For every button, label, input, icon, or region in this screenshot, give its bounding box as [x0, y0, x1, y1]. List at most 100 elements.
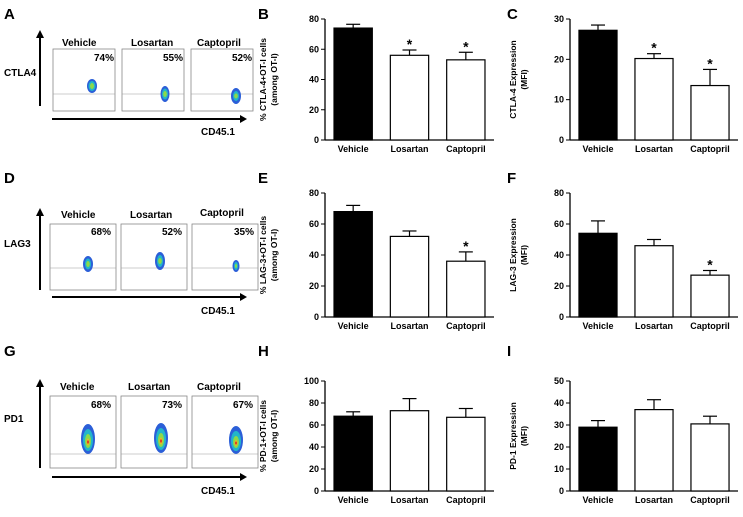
flow-plot-box	[190, 48, 254, 112]
bar-vehicle	[333, 27, 373, 141]
panel-letter-f: F	[507, 170, 516, 187]
significance-star: *	[407, 36, 413, 52]
y-axis-label: % LAG-3+OT-I cells	[258, 216, 268, 294]
flow-group-label: Captopril	[200, 208, 244, 219]
flow-panel-pd1: PD1 CD45.1 Vehicle Losartan Captopril 68…	[4, 379, 259, 497]
flow-percent: 74%	[94, 53, 114, 64]
y-axis-label: CTLA-4 Expression	[508, 40, 518, 118]
flow-percent: 73%	[162, 400, 182, 411]
y-tick-label: 20	[309, 281, 319, 291]
flow-panel-ctla4: CTLA4 CD45.1 Vehicle Losartan Captopril …	[4, 30, 254, 138]
y-axis-label: LAG-3 Expression	[508, 218, 518, 292]
y-tick-label: 60	[309, 219, 319, 229]
panel-letter-d: D	[4, 170, 15, 187]
y-tick-label: 50	[554, 376, 564, 386]
y-tick-label: 0	[559, 135, 564, 145]
y-tick-label: 30	[554, 420, 564, 430]
x-tick-label: Losartan	[635, 144, 673, 154]
y-axis-label-sub: (MFI)	[519, 69, 529, 89]
flow-plot-box	[121, 48, 185, 112]
flow-xaxis-label: CD45.1	[201, 486, 235, 497]
flow-group-label: Captopril	[197, 38, 241, 49]
flow-xaxis-label: CD45.1	[201, 127, 235, 138]
y-tick-label: 80	[309, 398, 319, 408]
flow-group-label: Losartan	[128, 382, 170, 393]
y-axis-label-sub: (among OT-I)	[269, 229, 279, 282]
y-tick-label: 20	[309, 464, 319, 474]
y-tick-label: 100	[304, 376, 319, 386]
y-tick-label: 40	[309, 442, 319, 452]
bar-vehicle	[578, 29, 618, 141]
flow-xaxis-label: CD45.1	[201, 306, 235, 317]
flow-percent: 52%	[232, 53, 252, 64]
flow-y-arrowhead	[36, 30, 44, 38]
y-tick-label: 60	[309, 420, 319, 430]
flow-plot-box	[191, 395, 259, 469]
x-tick-label: Losartan	[390, 144, 428, 154]
y-tick-label: 30	[554, 14, 564, 24]
bar-losartan	[389, 235, 430, 318]
flow-percent: 68%	[91, 227, 111, 238]
flow-marker-label: CTLA4	[4, 68, 37, 79]
y-tick-label: 20	[309, 105, 319, 115]
x-tick-label: Captopril	[446, 495, 486, 505]
bar-chart-pd1-mfi: 0 10 20 30 40 50 PD-1 Expression (MFI) Vehicle Lo…	[508, 376, 738, 505]
flow-y-arrowhead	[36, 208, 44, 216]
bar-vehicle	[333, 415, 373, 492]
flow-group-label: Vehicle	[61, 210, 96, 221]
y-tick-label: 80	[309, 14, 319, 24]
flow-group-label: Losartan	[130, 210, 172, 221]
panel-letter-e: E	[258, 170, 268, 187]
panel-letter-g: G	[4, 343, 16, 360]
flow-cluster	[231, 88, 241, 104]
x-tick-label: Losartan	[390, 321, 428, 331]
y-tick-label: 0	[314, 486, 319, 496]
significance-star: *	[707, 55, 713, 71]
bar-captopril	[690, 274, 730, 318]
flow-cluster	[160, 86, 170, 102]
bar-captopril	[446, 260, 486, 318]
flow-percent: 55%	[163, 53, 183, 64]
bar-losartan	[634, 245, 674, 318]
x-tick-label: Losartan	[390, 495, 428, 505]
y-tick-label: 80	[309, 188, 319, 198]
x-tick-label: Vehicle	[338, 495, 369, 505]
bar-losartan	[634, 57, 674, 141]
flow-group-label: Captopril	[197, 382, 241, 393]
bar-vehicle	[333, 211, 373, 318]
y-axis-label: PD-1 Expression	[508, 402, 518, 470]
x-tick-label: Vehicle	[338, 144, 369, 154]
flow-panel-lag3: LAG3 CD45.1 Vehicle Losartan Captopril 6…	[4, 208, 259, 317]
flow-cluster	[81, 424, 95, 454]
bar-vehicle	[578, 232, 618, 318]
significance-star: *	[463, 238, 469, 254]
y-tick-label: 0	[314, 135, 319, 145]
significance-star: *	[651, 40, 657, 56]
flow-percent: 67%	[233, 400, 253, 411]
y-tick-label: 10	[554, 95, 564, 105]
y-axis-label-sub: (MFI)	[519, 245, 529, 265]
flow-plot-box	[49, 223, 117, 291]
y-tick-label: 40	[554, 250, 564, 260]
flow-marker-label: LAG3	[4, 239, 31, 250]
y-tick-label: 0	[314, 312, 319, 322]
panel-letter-h: H	[258, 343, 269, 360]
flow-y-arrowhead	[36, 379, 44, 387]
bar-chart-pd1-percent: 0 20 40 60 80 100 % PD-1+OT-I cells (among OT-I…	[258, 376, 494, 505]
y-axis-label-sub: (MFI)	[519, 426, 529, 446]
x-tick-label: Captopril	[446, 144, 486, 154]
flow-group-label: Losartan	[131, 38, 173, 49]
panel-letter-a: A	[4, 6, 15, 23]
x-tick-label: Losartan	[635, 495, 673, 505]
flow-x-arrowhead	[240, 293, 247, 301]
y-tick-label: 60	[554, 219, 564, 229]
flow-cluster	[154, 423, 168, 453]
x-tick-label: Vehicle	[582, 495, 613, 505]
x-tick-label: Losartan	[635, 321, 673, 331]
bar-captopril	[690, 423, 730, 492]
y-tick-label: 40	[309, 250, 319, 260]
significance-star: *	[707, 257, 713, 273]
flow-cluster	[232, 260, 240, 272]
flow-group-label: Vehicle	[62, 38, 97, 49]
